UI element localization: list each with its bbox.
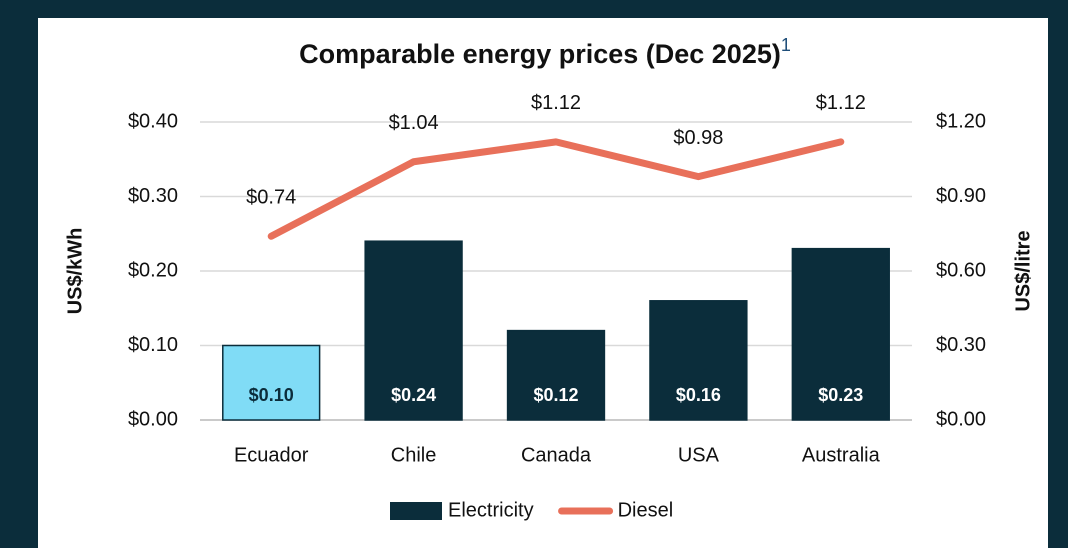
legend-label: Diesel <box>618 499 674 521</box>
chart-title: Comparable energy prices (Dec 2025)1 <box>299 35 791 69</box>
y2-tick-label: $1.20 <box>936 110 986 132</box>
y-tick-label: $0.00 <box>128 408 178 430</box>
y-tick-label: $0.30 <box>128 185 178 207</box>
y-tick-label: $0.40 <box>128 110 178 132</box>
y2-tick-label: $0.90 <box>936 185 986 207</box>
bar-label: $0.16 <box>676 385 721 405</box>
bar-label: $0.24 <box>391 385 436 405</box>
y2-axis-title: US$/litre <box>1012 230 1034 311</box>
line-label: $1.12 <box>531 92 581 114</box>
title-text: Comparable energy prices (Dec 2025) <box>299 39 781 69</box>
bar <box>791 247 890 421</box>
bar <box>222 344 321 421</box>
y2-tick-label: $0.60 <box>936 259 986 281</box>
line <box>267 138 845 240</box>
y2-tick-label: $0.30 <box>936 334 986 356</box>
y-axis-title: US$/kWh <box>64 228 86 315</box>
line-label: $0.74 <box>246 187 296 209</box>
bar-label: $0.23 <box>818 385 863 405</box>
x-tick-label: Australia <box>802 444 881 466</box>
bar <box>364 240 463 421</box>
y-tick-label: $0.10 <box>128 334 178 356</box>
title-superscript: 1 <box>781 35 791 55</box>
x-tick-label: USA <box>678 444 720 466</box>
y2-tick-label: $0.00 <box>936 408 986 430</box>
line-label: $1.12 <box>816 92 866 114</box>
bar <box>649 300 748 421</box>
bar-label: $0.10 <box>249 385 294 405</box>
legend-swatch <box>390 502 442 520</box>
y-tick-label: $0.20 <box>128 259 178 281</box>
bar <box>506 329 606 421</box>
bar-label: $0.12 <box>533 385 578 405</box>
x-tick-label: Chile <box>391 444 437 466</box>
line-label: $1.04 <box>389 112 439 134</box>
legend-label: Electricity <box>448 499 534 521</box>
x-tick-label: Ecuador <box>234 444 309 466</box>
x-tick-label: Canada <box>521 444 592 466</box>
line-label: $0.98 <box>673 127 723 149</box>
